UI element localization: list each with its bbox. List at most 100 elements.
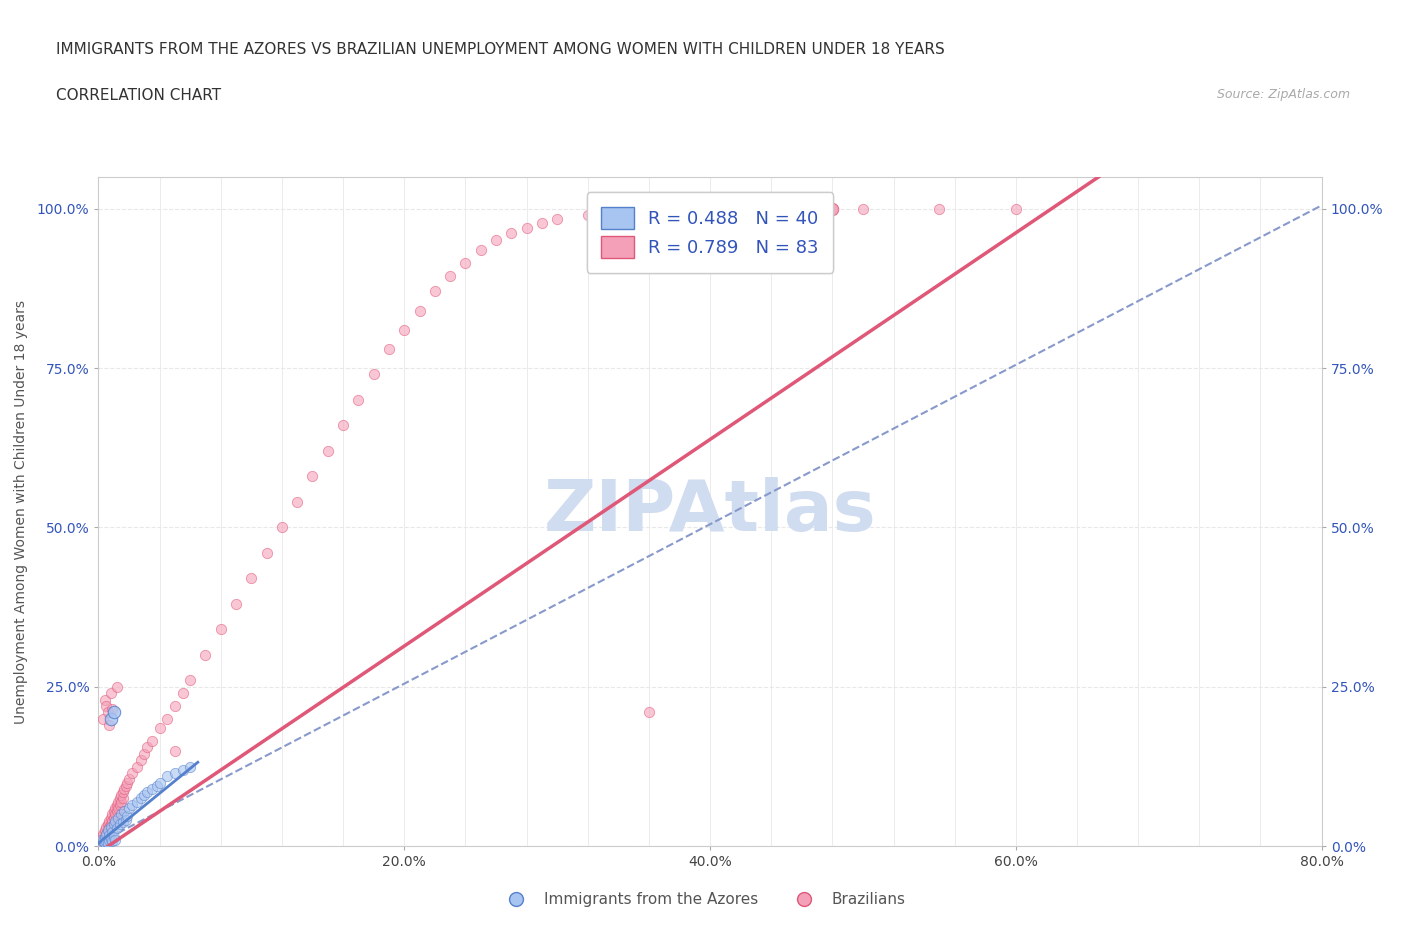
Point <box>91 834 114 849</box>
Point <box>97 705 120 720</box>
Y-axis label: Unemployment Among Women with Children Under 18 years: Unemployment Among Women with Children U… <box>14 299 28 724</box>
Point <box>363 367 385 382</box>
Point <box>112 781 135 796</box>
Point <box>821 201 844 216</box>
Point <box>121 797 143 812</box>
Point <box>110 788 132 803</box>
Point <box>156 711 179 726</box>
Point <box>141 781 163 796</box>
Point <box>501 225 523 240</box>
Point <box>118 801 141 816</box>
Point <box>209 622 232 637</box>
Point <box>270 520 292 535</box>
Point <box>134 747 156 762</box>
Point <box>104 801 127 816</box>
Point <box>121 765 143 780</box>
Point <box>101 702 124 717</box>
Point <box>576 207 599 222</box>
Point <box>91 832 114 847</box>
Point <box>439 268 461 283</box>
Point <box>136 785 159 800</box>
Point <box>107 794 129 809</box>
Point <box>156 769 179 784</box>
Point <box>103 817 125 831</box>
Point <box>129 791 152 806</box>
Point <box>105 821 128 836</box>
Point <box>172 763 194 777</box>
Point <box>145 778 167 793</box>
Point <box>108 817 131 831</box>
Point <box>179 759 201 774</box>
Point <box>103 705 125 720</box>
Point <box>392 323 416 338</box>
Point <box>129 752 152 767</box>
Point <box>301 469 323 484</box>
Point <box>97 823 120 838</box>
Point <box>454 256 477 271</box>
Point <box>730 202 752 217</box>
Point <box>105 804 128 818</box>
Point <box>103 804 125 818</box>
Point <box>108 797 131 812</box>
Point <box>94 819 117 834</box>
Point <box>103 830 125 844</box>
Point <box>100 819 122 834</box>
Point <box>408 303 430 318</box>
Point <box>89 836 111 851</box>
Point <box>100 810 122 825</box>
Point <box>347 392 370 407</box>
Text: ZIPAtlas: ZIPAtlas <box>544 477 876 546</box>
Point <box>98 832 121 847</box>
Point <box>107 810 129 825</box>
Point <box>98 718 121 733</box>
Point <box>141 734 163 749</box>
Text: Source: ZipAtlas.com: Source: ZipAtlas.com <box>1216 88 1350 101</box>
Point <box>112 804 135 818</box>
Point <box>101 814 124 829</box>
Point <box>179 673 201 688</box>
Point <box>125 794 148 809</box>
Point <box>111 785 134 800</box>
Point <box>194 647 217 662</box>
Point <box>94 826 117 841</box>
Point <box>97 836 120 851</box>
Point <box>98 814 121 829</box>
Legend: Immigrants from the Azores, Brazilians: Immigrants from the Azores, Brazilians <box>495 886 911 913</box>
Point <box>163 743 186 758</box>
Point <box>90 830 112 844</box>
Point <box>285 495 308 510</box>
Point <box>101 807 124 822</box>
Point <box>240 571 263 586</box>
Point <box>790 202 813 217</box>
Point <box>256 546 278 561</box>
Point <box>91 826 114 841</box>
Point <box>100 685 122 700</box>
Point <box>378 341 401 356</box>
Point <box>423 284 446 299</box>
Point <box>1004 202 1026 217</box>
Point <box>105 797 128 812</box>
Point <box>637 705 661 720</box>
Point <box>98 828 121 843</box>
Text: CORRELATION CHART: CORRELATION CHART <box>56 88 221 103</box>
Point <box>107 801 129 816</box>
Point <box>163 698 186 713</box>
Point <box>94 698 117 713</box>
Point <box>93 692 115 707</box>
Point <box>759 202 782 217</box>
Point <box>699 203 721 218</box>
Point <box>546 211 568 226</box>
Point <box>103 810 125 825</box>
Point <box>100 831 122 846</box>
Point <box>637 205 661 219</box>
Point <box>101 834 124 849</box>
Point <box>111 815 134 830</box>
Point <box>136 740 159 755</box>
Point <box>110 794 132 809</box>
Point <box>91 711 114 726</box>
Point <box>110 807 132 822</box>
Point <box>100 711 122 726</box>
Point <box>108 791 131 806</box>
Point <box>93 830 115 844</box>
Point <box>668 203 690 218</box>
